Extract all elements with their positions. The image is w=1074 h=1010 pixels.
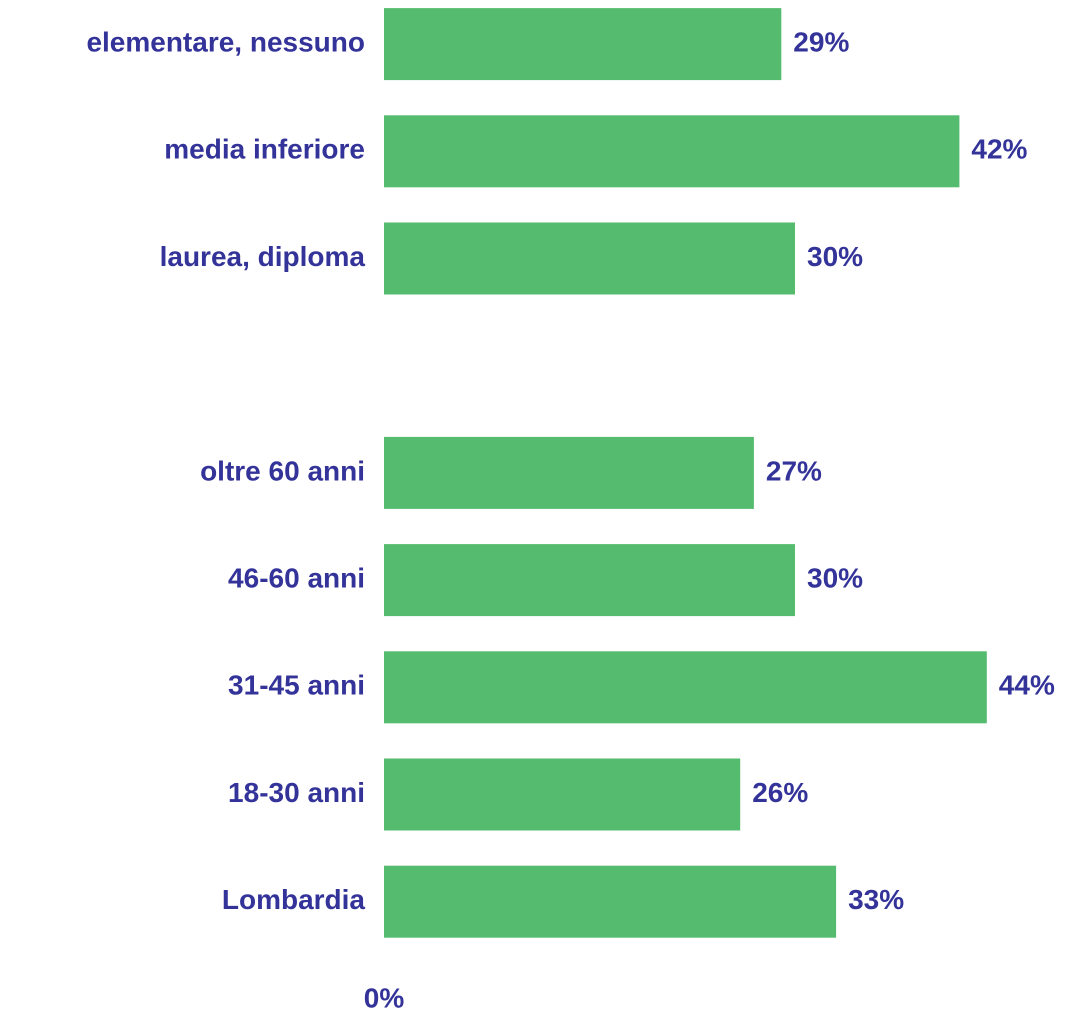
y-tick-label: 31-45 anni bbox=[228, 670, 365, 701]
value-label: 44% bbox=[999, 670, 1055, 701]
bar bbox=[384, 115, 960, 188]
value-label: 30% bbox=[807, 562, 863, 593]
y-tick-label: elementare, nessuno bbox=[86, 26, 365, 57]
y-tick-label: laurea, diploma bbox=[160, 241, 366, 272]
value-label: 42% bbox=[971, 134, 1027, 165]
bar bbox=[384, 222, 795, 295]
y-tick-label: oltre 60 anni bbox=[200, 455, 365, 486]
x-tick-label: 0% bbox=[364, 982, 405, 1010]
y-tick-label: 46-60 anni bbox=[228, 562, 365, 593]
value-label: 29% bbox=[793, 26, 849, 57]
y-tick-label: Lombardia bbox=[222, 884, 366, 915]
value-label: 33% bbox=[848, 884, 904, 915]
bar bbox=[384, 8, 782, 81]
value-label: 27% bbox=[766, 455, 822, 486]
y-tick-label: media inferiore bbox=[164, 134, 365, 165]
value-label: 26% bbox=[752, 777, 808, 808]
bar bbox=[384, 651, 987, 724]
value-label: 30% bbox=[807, 241, 863, 272]
y-tick-label: 18-30 anni bbox=[228, 777, 365, 808]
bar bbox=[384, 865, 837, 938]
bar bbox=[384, 758, 741, 831]
bar bbox=[384, 436, 754, 509]
bar bbox=[384, 544, 795, 617]
